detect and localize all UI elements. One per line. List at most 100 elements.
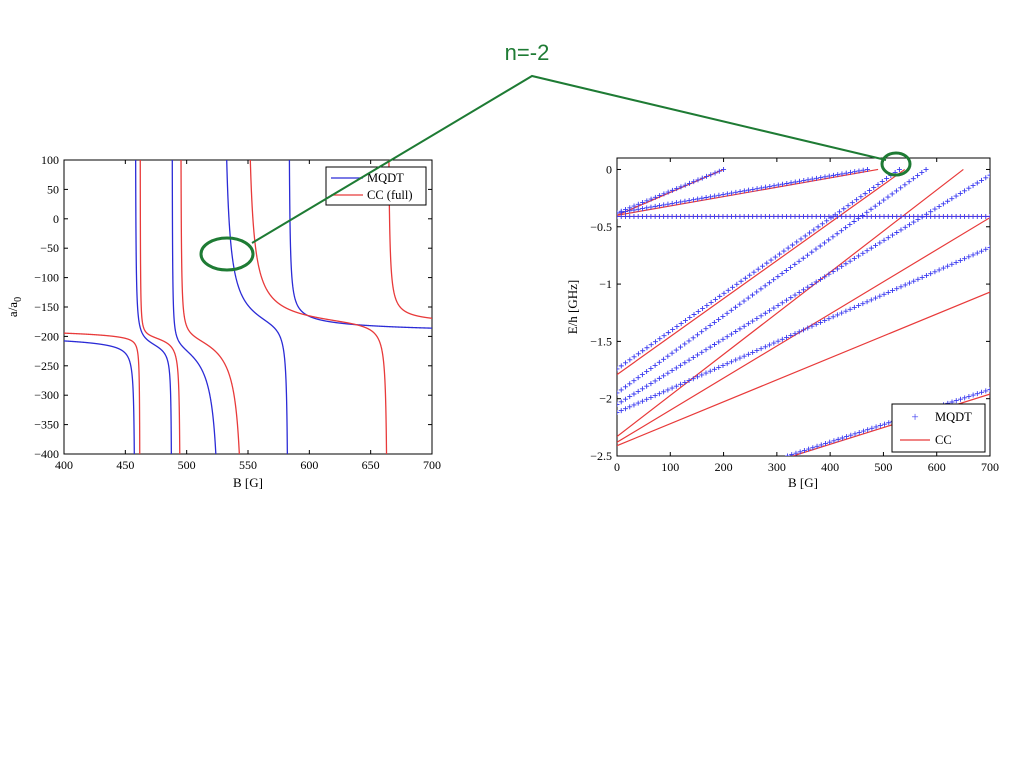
legend-marker-mqdt: + — [911, 409, 918, 424]
mqdt-marker — [847, 213, 853, 219]
mqdt-marker — [966, 254, 972, 260]
mqdt-marker — [822, 213, 828, 219]
mqdt-marker — [665, 387, 671, 393]
mqdt-marker — [656, 203, 662, 209]
mqdt-marker — [962, 256, 968, 262]
mqdt-marker — [673, 213, 679, 219]
mqdt-marker — [733, 328, 739, 334]
y-tick-label: −100 — [34, 271, 59, 285]
mqdt-marker — [832, 212, 838, 218]
mqdt-marker — [915, 276, 921, 282]
legend-label-cc: CC — [935, 433, 952, 447]
mqdt-marker — [983, 388, 989, 394]
mqdt-marker — [741, 323, 747, 329]
mqdt-marker — [772, 254, 778, 260]
mqdt-marker — [873, 243, 879, 249]
mqdt-marker — [661, 202, 667, 208]
mqdt-marker — [987, 387, 990, 393]
mqdt-marker — [830, 172, 836, 178]
mqdt-marker — [949, 213, 955, 219]
mqdt-marker — [830, 269, 836, 275]
y-axis-label: E/h [GHz] — [565, 280, 580, 335]
legend: + MQDT CC — [891, 403, 986, 453]
mqdt-marker — [983, 213, 989, 219]
mqdt-marker — [805, 284, 811, 290]
mqdt-marker — [889, 191, 895, 197]
mqdt-marker — [648, 365, 654, 371]
mqdt-marker — [868, 213, 874, 219]
y-tick-label: −250 — [34, 359, 59, 373]
mqdt-marker — [627, 213, 633, 219]
mqdt-marker — [817, 319, 823, 325]
mqdt-marker — [716, 192, 722, 198]
mqdt-marker — [678, 213, 684, 219]
mqdt-marker — [639, 206, 645, 212]
mqdt-marker — [807, 230, 813, 236]
mqdt-marker — [771, 183, 777, 189]
mqdt-marker — [902, 224, 908, 230]
mqdt-marker — [711, 342, 717, 348]
mqdt-marker — [979, 213, 985, 219]
mqdt-marker — [686, 357, 692, 363]
mqdt-marker — [631, 391, 637, 397]
mqdt-marker — [821, 240, 827, 246]
x-tick-label: 300 — [768, 460, 786, 474]
mqdt-marker — [810, 445, 816, 451]
mqdt-marker — [775, 338, 781, 344]
mqdt-marker — [746, 187, 752, 193]
mqdt-marker — [788, 295, 794, 301]
x-tick-label: 100 — [661, 460, 679, 474]
mqdt-marker — [627, 381, 633, 387]
mqdt-marker — [890, 213, 896, 219]
mqdt-marker — [856, 303, 862, 309]
mqdt-marker — [700, 305, 706, 311]
legend: MQDT CC (full) — [325, 166, 427, 206]
mqdt-marker — [796, 258, 802, 264]
mqdt-marker — [644, 205, 650, 211]
mqdt-marker — [618, 363, 624, 369]
mqdt-marker — [822, 318, 828, 324]
mqdt-marker — [754, 348, 760, 354]
mqdt-marker — [919, 214, 925, 220]
mqdt-marker — [877, 293, 883, 299]
mqdt-marker — [962, 213, 968, 219]
mqdt-marker — [983, 246, 989, 252]
mqdt-marker — [771, 340, 777, 346]
mqdt-marker — [678, 381, 684, 387]
legend-label-cc-full: CC (full) — [367, 188, 412, 202]
mqdt-marker — [690, 335, 696, 341]
mqdt-marker — [898, 284, 904, 290]
annotation-label: n=-2 — [505, 40, 550, 65]
mqdt-marker — [818, 442, 824, 448]
mqdt-marker — [826, 237, 832, 243]
mqdt-marker — [707, 344, 713, 350]
mqdt-marker — [784, 297, 790, 303]
mqdt-marker — [755, 266, 761, 272]
mqdt-marker — [733, 189, 739, 195]
mqdt-marker — [801, 213, 806, 219]
x-tick-label: 400 — [821, 460, 839, 474]
mqdt-marker — [911, 278, 917, 284]
mqdt-marker — [881, 213, 887, 219]
mqdt-marker — [855, 215, 861, 221]
mqdt-marker — [741, 353, 747, 359]
mqdt-marker — [627, 357, 633, 363]
mqdt-marker — [932, 269, 938, 275]
annotation-circle-right — [880, 151, 912, 177]
mqdt-marker — [635, 375, 641, 381]
mqdt-marker — [877, 240, 883, 246]
mqdt-marker — [764, 260, 770, 266]
mqdt-marker — [631, 378, 637, 384]
mqdt-marker — [661, 356, 667, 362]
mqdt-marker — [788, 213, 794, 219]
mqdt-marker — [788, 180, 794, 186]
mqdt-marker — [974, 213, 980, 219]
mqdt-marker — [896, 166, 902, 172]
mqdt-marker — [754, 315, 760, 321]
mqdt-marker — [631, 213, 637, 219]
mqdt-marker — [640, 200, 646, 206]
mqdt-marker — [822, 441, 828, 447]
mqdt-marker — [661, 333, 667, 339]
mqdt-marker — [711, 213, 717, 219]
